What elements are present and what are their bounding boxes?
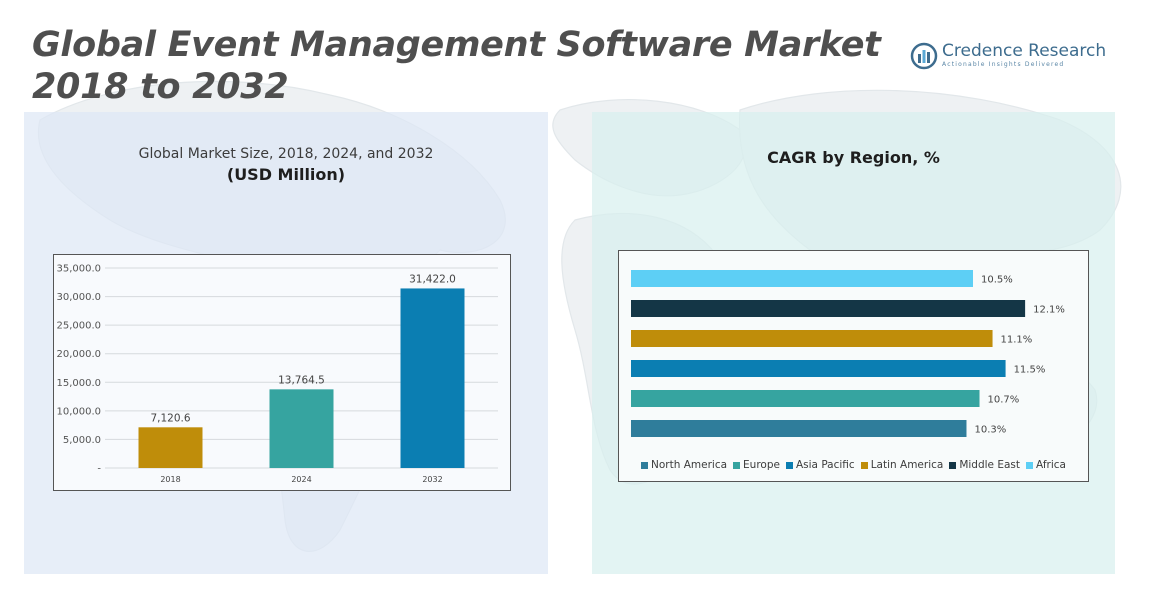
y-tick-label: 30,000.0 <box>56 292 101 303</box>
hbar-value-label: 11.1% <box>1001 335 1033 346</box>
legend-item: Middle East <box>949 459 1020 471</box>
brand-tagline: Actionable Insights Delivered <box>942 61 1065 68</box>
market-size-chart-unit: (USD Million) <box>226 165 346 184</box>
bar-value-label: 13,764.5 <box>278 374 325 386</box>
legend-label: Latin America <box>870 459 944 471</box>
legend-item: Africa <box>1026 459 1066 471</box>
cagr-legend: North America Europe Asia Pacific Latin Ame… <box>618 459 1089 471</box>
legend-swatch <box>733 461 741 469</box>
x-tick-label: 2032 <box>422 475 442 484</box>
y-tick-label: 35,000.0 <box>56 264 101 275</box>
legend-label: Africa <box>1036 459 1066 471</box>
x-tick-label: 2024 <box>291 475 311 484</box>
bar-2032 <box>400 288 465 468</box>
y-tick-label: 5,000.0 <box>63 435 101 446</box>
market-size-bar-chart: - 5,000.0 10,000.0 15,000.0 20,000.0 25,000.0… <box>56 264 498 484</box>
legend-item: Europe <box>733 459 780 471</box>
legend-swatch <box>641 461 649 469</box>
y-tick-label: - <box>97 464 101 475</box>
hbar-value-label: 10.7% <box>988 395 1020 406</box>
brand-logo: Credence Research Actionable Insights De… <box>910 40 1110 74</box>
bar-2018 <box>138 427 203 468</box>
legend-swatch <box>860 461 868 469</box>
market-size-chart-title: Global Market Size, 2018, 2024, and 2032 <box>138 146 434 162</box>
hbar-value-label: 10.5% <box>981 275 1013 286</box>
y-tick-label: 15,000.0 <box>56 378 101 389</box>
hbar-value-label: 10.3% <box>974 425 1006 436</box>
page-title: Global Event Management Software Market … <box>32 25 881 107</box>
hbar-middle-east <box>631 300 1026 317</box>
hbar-europe <box>631 390 980 407</box>
bar-2024 <box>269 389 334 468</box>
bar-value-label: 31,422.0 <box>409 273 456 285</box>
legend-swatch <box>1026 461 1034 469</box>
hbar-asia-pacific <box>631 360 1006 377</box>
y-tick-label: 20,000.0 <box>56 349 101 360</box>
legend-swatch <box>949 461 957 469</box>
cagr-bar-chart: 10.5% 12.1% 11.1% 11.5% 10.7% 10.3% <box>631 270 1065 437</box>
y-tick-label: 10,000.0 <box>56 406 101 417</box>
cagr-chart-title: CAGR by Region, % <box>767 148 940 167</box>
legend-label: Middle East <box>959 459 1021 471</box>
x-tick-label: 2018 <box>160 475 180 484</box>
legend-item: Asia Pacific <box>785 459 855 471</box>
credence-logo-icon <box>910 42 938 70</box>
hbar-north-america <box>631 420 967 437</box>
hbar-africa <box>631 270 973 287</box>
bar-value-label: 7,120.6 <box>150 412 190 424</box>
legend-item: Latin America <box>860 459 944 471</box>
hbar-value-label: 11.5% <box>1014 365 1046 376</box>
legend-item: North America <box>641 459 727 471</box>
brand-name: Credence Research <box>942 41 1107 61</box>
legend-label: North America <box>651 459 728 471</box>
legend-swatch <box>785 461 793 469</box>
legend-label: Europe <box>743 459 780 471</box>
legend-label: Asia Pacific <box>795 459 855 471</box>
hbar-value-label: 12.1% <box>1033 305 1065 316</box>
y-tick-label: 25,000.0 <box>56 321 101 332</box>
hbar-latin-america <box>631 330 993 347</box>
